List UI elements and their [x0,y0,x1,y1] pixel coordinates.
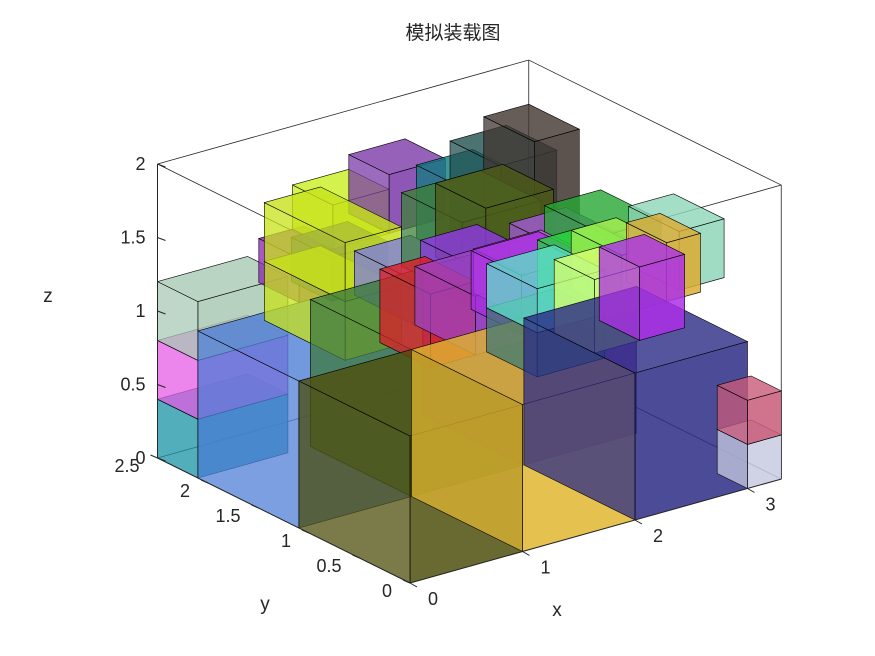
box-top-face [263,186,403,243]
cargo-box [598,233,686,341]
z-tick [157,163,166,168]
x-tick-label: 1 [541,558,551,578]
y-tick [200,479,209,484]
box-top-face [156,256,289,302]
box-front-face [639,253,685,341]
y-axis-label: y [260,594,270,615]
x-tick [522,551,530,556]
z-tick-label: 1.5 [120,228,145,248]
y-tick-label: 1 [281,531,291,551]
boxes-layer [156,103,783,584]
y-tick [402,579,411,584]
z-tick [157,457,166,462]
box-top-face [716,375,783,401]
y-tick-label: 2.5 [114,456,139,476]
z-tick [157,237,166,241]
y-tick-label: 0.5 [316,556,341,576]
z-tick-label: 0.5 [120,375,145,395]
y-tick [352,554,360,559]
x-axis-line [409,478,782,584]
y-tick [301,529,310,534]
box-top-face [598,233,686,268]
box-top-face [482,103,581,143]
x-tick [747,488,755,493]
x-tick-label: 0 [428,589,438,609]
y-tick [251,504,259,509]
x-tick [409,582,418,588]
y-tick-label: 1.5 [215,506,240,526]
box-top-face [625,212,702,244]
z-tick-label: 0 [135,448,145,468]
y-tick-label: 2 [180,481,190,501]
y-axis-line [157,457,411,584]
chart-title: 模拟装载图 [405,22,500,44]
z-tick-label: 1 [135,301,145,321]
axes-box-edge [157,59,529,165]
x-axis-label: x [552,600,562,621]
x-tick-label: 2 [653,526,663,546]
z-axis-label: z [43,286,53,307]
box-top-face [627,193,725,232]
z-tick [157,310,166,315]
box-top-face [434,163,555,209]
cargo-box [716,375,783,445]
x-tick-label: 3 [766,495,776,515]
x-tick [634,519,643,525]
y-tick [150,454,158,459]
axes-box-edge [528,59,782,186]
z-tick [157,384,166,388]
z-tick-label: 2 [135,154,145,174]
y-tick-label: 0 [382,581,392,601]
